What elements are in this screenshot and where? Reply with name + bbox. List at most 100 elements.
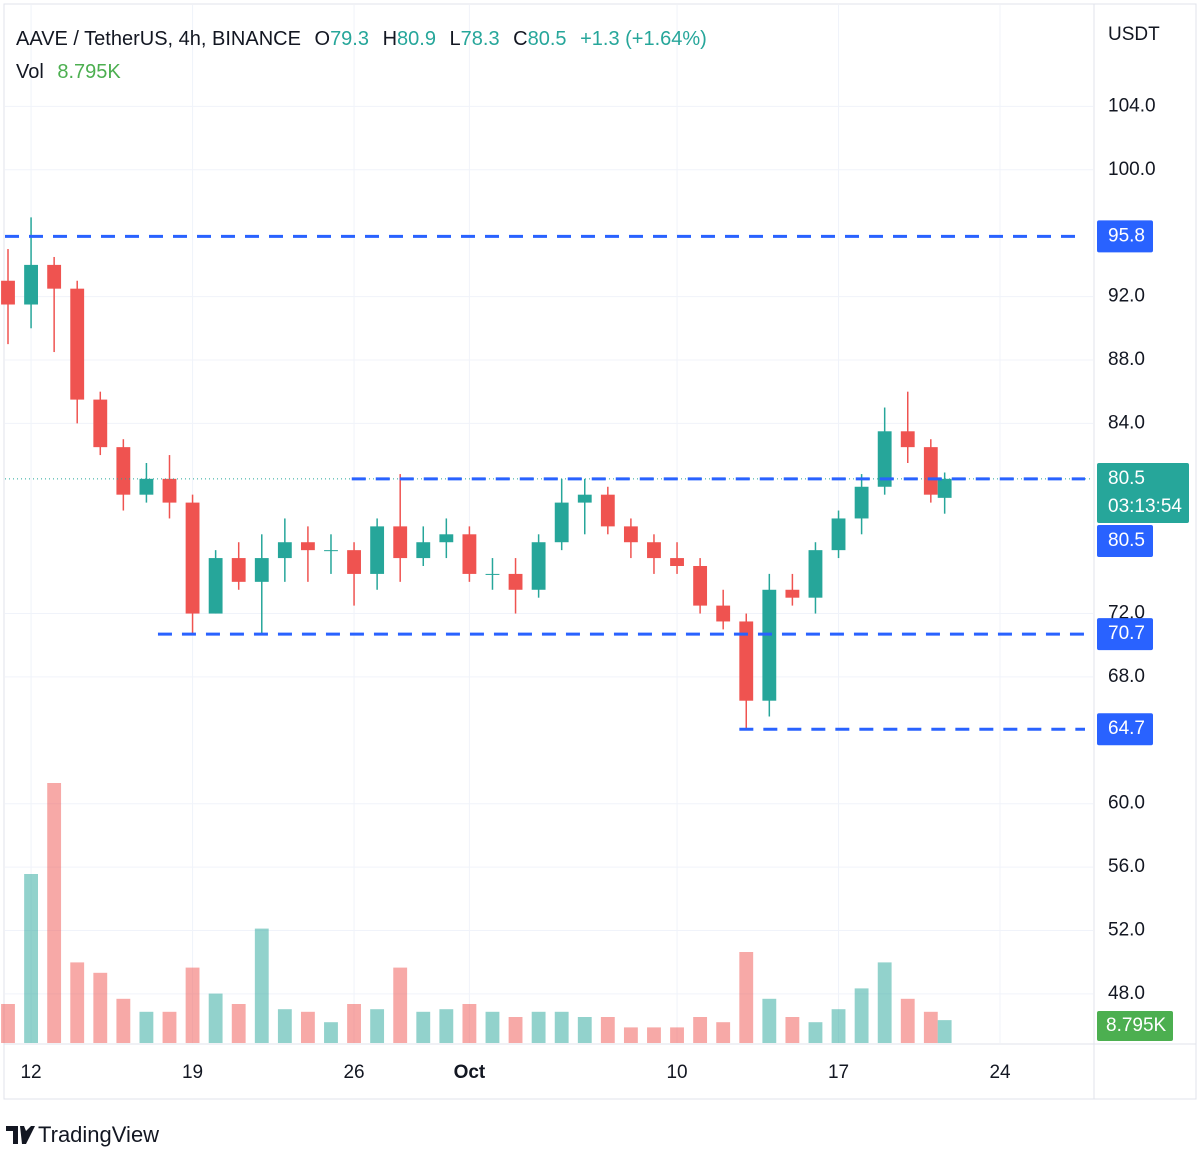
volume-bar (208, 993, 223, 1043)
x-tick-label: 26 (343, 1062, 364, 1083)
candle-body (900, 431, 915, 448)
label-layer: 104.0100.092.088.084.072.068.060.056.052… (20, 95, 1189, 1083)
volume-bar (116, 998, 131, 1043)
candle-body (462, 534, 477, 574)
volume-layer (1, 783, 952, 1043)
x-tick-label: 10 (666, 1062, 687, 1083)
volume-bar (439, 1009, 454, 1043)
volume-bar (670, 1027, 684, 1043)
brand: TradingView (38, 1122, 159, 1147)
x-tick-label: 12 (20, 1062, 41, 1083)
y-tick-label: 104.0 (1108, 95, 1156, 116)
last-price-label: 80.5 (1108, 468, 1145, 489)
volume-bar (785, 1017, 800, 1043)
volume-bar (139, 1011, 154, 1043)
candle-body (185, 502, 200, 614)
candle-body (277, 542, 292, 559)
volume-bar (531, 1011, 546, 1043)
low-value: 78.3 (461, 28, 500, 50)
volume-bar (393, 967, 408, 1043)
volume-bar (937, 1020, 952, 1043)
header: AAVE / TetherUS, 4h, BINANCE O79.3 H80.9… (16, 28, 707, 50)
candle-layer (1, 217, 952, 730)
volume-bar (877, 962, 892, 1043)
volume-bar (70, 962, 85, 1043)
volume-bar (1, 1004, 15, 1043)
volume-axis-label: 8.795K (1106, 1015, 1167, 1036)
candle-body (370, 526, 385, 574)
y-tick-label: 84.0 (1108, 412, 1145, 433)
volume-bar (347, 1004, 361, 1043)
x-tick-label: Oct (454, 1062, 486, 1083)
volume-bar (900, 998, 915, 1043)
level-label: 64.7 (1108, 718, 1145, 739)
level-label-box (1097, 618, 1153, 651)
y-tick-label: 92.0 (1108, 286, 1145, 307)
volume-bar (93, 972, 108, 1043)
candle-body (139, 478, 154, 495)
volume-bar (324, 1022, 338, 1043)
candle-body (623, 526, 638, 543)
grid (5, 5, 1093, 1043)
level-label: 70.7 (1108, 623, 1145, 644)
logo: TradingView (6, 1122, 159, 1147)
y-tick-label: 48.0 (1108, 983, 1145, 1004)
candle-body (300, 542, 315, 551)
x-tick-label: 17 (828, 1062, 849, 1083)
volume-bar (185, 967, 200, 1043)
candle-body (808, 550, 823, 598)
candle-body (854, 486, 869, 519)
candle-body (554, 502, 569, 543)
volume-bar (762, 998, 777, 1043)
volume-bar (47, 783, 62, 1043)
volume-bar (254, 928, 269, 1043)
candle-body (831, 518, 846, 551)
symbol-title: AAVE / TetherUS, 4h, BINANCE (16, 28, 301, 50)
level-label: 95.8 (1108, 225, 1145, 246)
volume-bar (508, 1017, 523, 1043)
axis-unit: USDT (1108, 24, 1160, 45)
y-tick-label: 68.0 (1108, 666, 1145, 687)
volume-bar (462, 1004, 477, 1043)
candle-body (416, 542, 431, 559)
y-tick-label: 56.0 (1108, 856, 1145, 877)
volume-bar (600, 1017, 615, 1043)
volume-bar (831, 1009, 846, 1043)
volume-bar (577, 1017, 592, 1043)
volume-bar (647, 1027, 661, 1043)
candle-body (208, 558, 223, 614)
volume-bar (739, 952, 754, 1043)
close-value: 80.5 (528, 28, 567, 50)
candle-body (877, 431, 892, 487)
level-label-box (1097, 713, 1153, 746)
candle-body (393, 526, 408, 559)
level-layer (5, 234, 1093, 731)
last-price-box (1097, 463, 1189, 523)
volume-bar (923, 1011, 938, 1043)
volume-header: Vol 8.795K (16, 61, 121, 83)
volume-bar (370, 1009, 385, 1043)
volume-bar (277, 1009, 292, 1043)
volume-label-box (1097, 1011, 1173, 1041)
candle-body (531, 542, 546, 590)
y-tick-label: 52.0 (1108, 919, 1145, 940)
volume-bar (808, 1022, 823, 1043)
volume-bar (485, 1011, 500, 1043)
candle-body (347, 550, 361, 574)
y-tick-label: 60.0 (1108, 793, 1145, 814)
candle-body (324, 550, 338, 552)
candle-body (485, 573, 500, 575)
level-label: 80.5 (1108, 530, 1145, 551)
volume-value: 8.795K (57, 61, 121, 83)
volume-label: Vol (16, 61, 44, 83)
y-tick-label: 88.0 (1108, 349, 1145, 370)
candle-body (24, 264, 38, 305)
close-label: C (513, 28, 527, 50)
candle-body (937, 478, 952, 498)
candle-body (716, 605, 731, 622)
volume-bar (231, 1004, 246, 1043)
low-label: L (450, 28, 461, 50)
volume-bar (623, 1027, 638, 1043)
candle-body (693, 565, 708, 606)
